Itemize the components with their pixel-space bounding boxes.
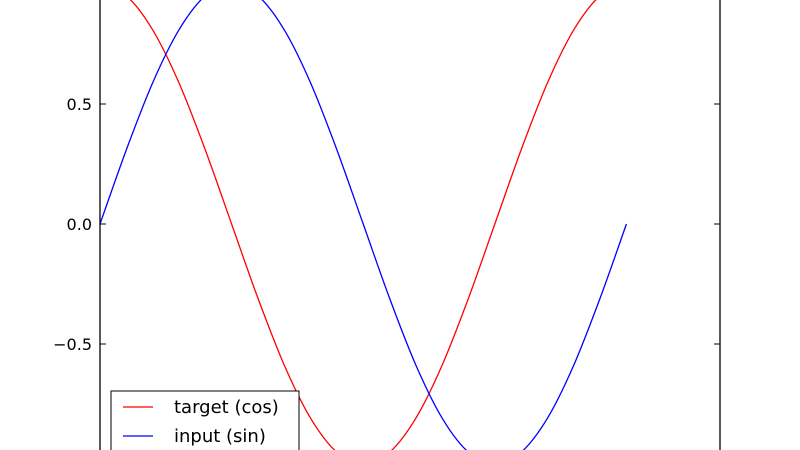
y-tick-label: 0.0	[67, 215, 92, 234]
y-tick-label: −0.5	[53, 335, 92, 354]
axes	[99, 0, 721, 450]
plot-area	[100, 0, 628, 450]
series-line-input-sin	[100, 0, 628, 450]
legend: target (cos) input (sin)	[110, 390, 300, 450]
legend-label: input (sin)	[174, 426, 266, 447]
legend-box	[110, 390, 300, 450]
legend-label: target (cos)	[174, 397, 279, 418]
y-axis-ticks: 0.5 0.0 −0.5	[53, 95, 720, 354]
y-tick-label: 0.5	[67, 95, 92, 114]
series-line-target-cos	[129, 0, 597, 450]
